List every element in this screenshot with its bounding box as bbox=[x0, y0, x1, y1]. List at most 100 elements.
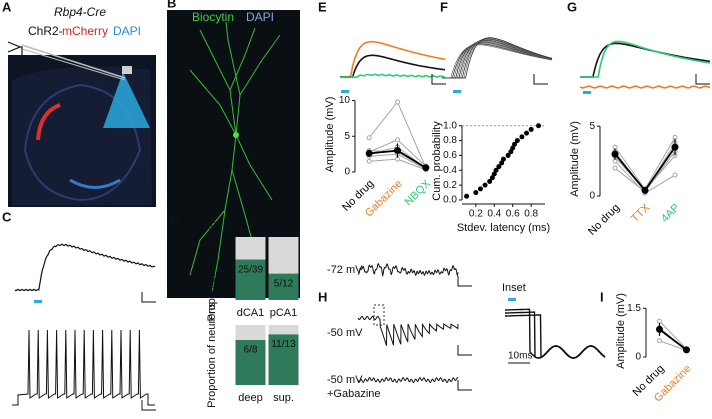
point bbox=[487, 178, 493, 184]
x-tick-label: 0.2 bbox=[469, 209, 483, 220]
x-tick-label: pCA1 bbox=[270, 307, 298, 319]
point bbox=[683, 346, 690, 354]
panel-label: D bbox=[170, 213, 179, 228]
y-axis-label: Proportion of neurons bbox=[206, 215, 218, 321]
trace bbox=[357, 316, 459, 346]
y-tick-label: 0.8 bbox=[443, 135, 457, 146]
panel-label: G bbox=[567, 0, 577, 14]
point bbox=[489, 175, 495, 181]
x-tick-label: NBQX bbox=[402, 177, 433, 208]
y-tick-label: 1.0 bbox=[443, 120, 457, 131]
bar-label: 11/13 bbox=[271, 339, 296, 350]
point bbox=[657, 318, 662, 324]
point bbox=[365, 149, 373, 157]
point bbox=[491, 171, 497, 177]
trace-label: -50 mV bbox=[327, 327, 363, 339]
x-tick-label: dCA1 bbox=[237, 307, 265, 319]
bar-label: 5/12 bbox=[274, 278, 294, 289]
x-tick-label: TTX bbox=[629, 201, 653, 225]
point bbox=[672, 172, 678, 178]
stimulus-bar bbox=[34, 300, 42, 303]
x-tick-label: 4AP bbox=[659, 202, 682, 225]
point bbox=[528, 126, 534, 132]
scale-bar bbox=[141, 292, 156, 303]
trace bbox=[340, 54, 445, 78]
y-axis-label: Amplitude (mV) bbox=[615, 293, 627, 369]
bar-label: 25/39 bbox=[238, 264, 263, 275]
trace-label: -72 mV bbox=[327, 264, 363, 276]
inset-box bbox=[373, 304, 385, 326]
point bbox=[505, 152, 511, 158]
y-axis-label: Proportion of neurons bbox=[206, 302, 218, 408]
stain: DAPI bbox=[113, 24, 141, 38]
scale-bar bbox=[141, 400, 156, 411]
scale-label: 10ms bbox=[508, 351, 532, 362]
bar bbox=[268, 325, 299, 335]
x-tick-label: 0.6 bbox=[506, 209, 520, 220]
point bbox=[656, 325, 663, 333]
point bbox=[519, 134, 525, 140]
x-tick-label: 0.8 bbox=[524, 209, 538, 220]
point bbox=[394, 147, 401, 155]
bar bbox=[235, 259, 266, 300]
point bbox=[395, 137, 400, 143]
y-tick-label: 0 bbox=[635, 352, 641, 363]
point bbox=[641, 186, 649, 194]
trace bbox=[14, 243, 156, 292]
bar-label: 6/8 bbox=[244, 345, 258, 356]
reporter: mCherry bbox=[62, 24, 108, 38]
trace bbox=[340, 40, 446, 78]
point bbox=[496, 164, 502, 170]
stimulus-bar bbox=[453, 90, 461, 93]
panel-label: I bbox=[600, 289, 604, 304]
panel-label: F bbox=[440, 0, 448, 14]
trace bbox=[357, 263, 459, 278]
point bbox=[477, 186, 483, 192]
point bbox=[671, 143, 679, 151]
scale-bar bbox=[457, 380, 472, 391]
y-tick-label: 0.0 bbox=[443, 195, 457, 206]
bar bbox=[268, 334, 299, 385]
trace bbox=[442, 41, 553, 79]
genotype: Rbp4-Cre bbox=[54, 5, 106, 19]
point bbox=[508, 149, 514, 155]
series-line bbox=[659, 340, 687, 351]
x-axis-label: Stdev. latency (ms) bbox=[457, 222, 550, 234]
trace bbox=[442, 44, 553, 79]
y-tick-label: 5 bbox=[344, 131, 350, 142]
point bbox=[493, 167, 499, 173]
trace bbox=[12, 329, 155, 406]
construct: ChR2- bbox=[28, 24, 63, 38]
bar bbox=[235, 237, 266, 260]
point bbox=[422, 164, 430, 172]
panel-label: C bbox=[2, 209, 12, 224]
point bbox=[482, 182, 488, 188]
trace bbox=[442, 37, 553, 79]
y-tick-label: 5 bbox=[589, 121, 595, 132]
panel-label: H bbox=[318, 289, 327, 304]
bar bbox=[235, 325, 266, 340]
panel-label: B bbox=[167, 0, 176, 10]
point bbox=[366, 158, 372, 164]
trace bbox=[339, 73, 445, 79]
point bbox=[512, 141, 518, 147]
trace bbox=[442, 43, 553, 79]
bar bbox=[268, 273, 299, 300]
trace bbox=[580, 40, 711, 78]
y-axis-label: Amplitude (mV) bbox=[569, 121, 581, 197]
trace bbox=[442, 42, 553, 79]
trace bbox=[357, 377, 459, 384]
scale-bar bbox=[457, 276, 472, 287]
x-tick-label: 0.4 bbox=[487, 209, 501, 220]
point bbox=[611, 150, 619, 158]
x-tick-label: sup. bbox=[273, 392, 294, 404]
series-line bbox=[659, 320, 687, 350]
bar bbox=[235, 340, 266, 385]
y-tick-label: 0.6 bbox=[443, 150, 457, 161]
y-tick-label: 0 bbox=[589, 191, 595, 202]
point bbox=[510, 145, 516, 151]
point bbox=[395, 156, 400, 162]
stimulus-bar bbox=[508, 298, 516, 301]
stain: DAPI bbox=[246, 10, 274, 24]
